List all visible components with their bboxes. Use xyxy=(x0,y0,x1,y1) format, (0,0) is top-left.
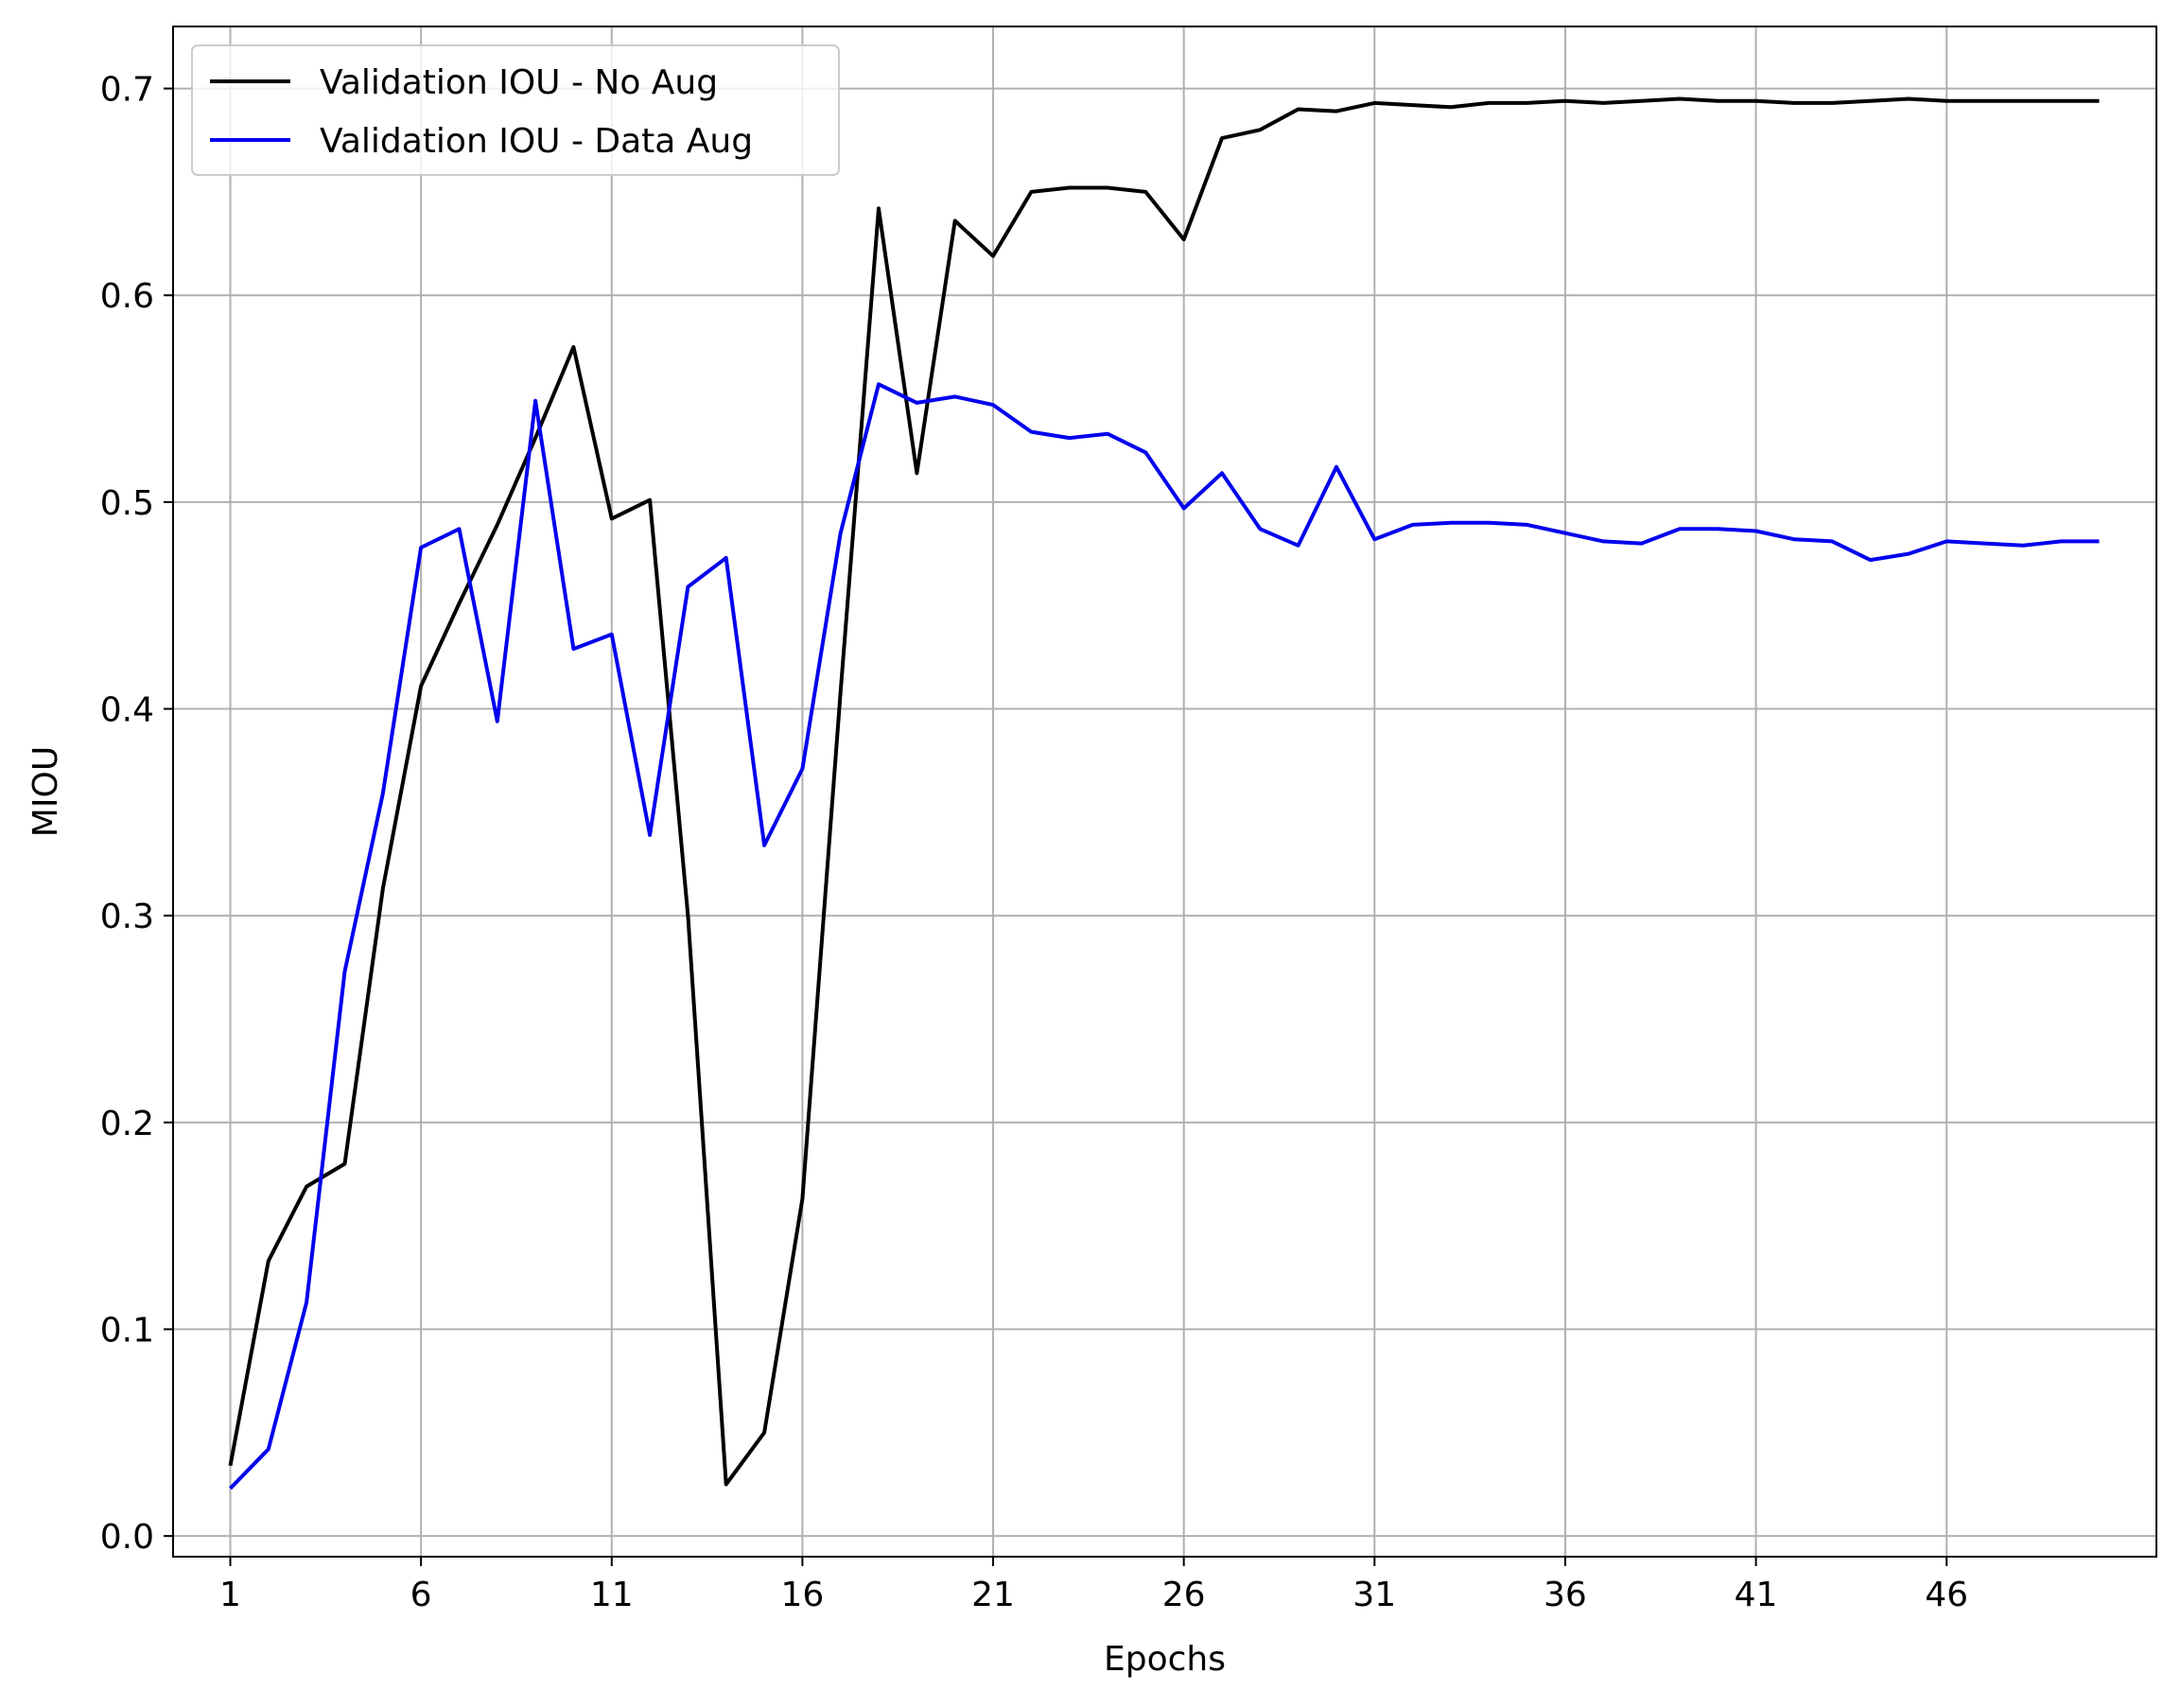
legend-box xyxy=(191,44,840,176)
x-tick-label: 16 xyxy=(780,1576,824,1614)
grid-lines xyxy=(173,26,2156,1557)
y-tick-label: 0.5 xyxy=(100,484,154,523)
x-tick-label: 26 xyxy=(1162,1576,1206,1614)
axis-ticks: 1 6 11 16 21 26 31 36 41 460.00.10.20.30.40.50.60… xyxy=(100,71,1968,1614)
y-tick-label: 0.2 xyxy=(100,1105,154,1143)
series-line-no-aug xyxy=(228,96,2100,1487)
y-tick-label: 0.1 xyxy=(100,1311,154,1350)
series-lines xyxy=(228,96,2100,1490)
y-tick-label: 0.4 xyxy=(100,691,154,730)
y-tick-label: 0.6 xyxy=(100,277,154,316)
y-axis-label: MIOU xyxy=(26,746,65,837)
y-tick-label: 0.0 xyxy=(100,1518,154,1557)
x-axis-label: Epochs xyxy=(1104,1640,1226,1679)
x-tick-label: 31 xyxy=(1352,1576,1396,1614)
y-tick-label: 0.3 xyxy=(100,898,154,936)
plot-area-frame xyxy=(172,26,2157,1558)
x-tick-label: 6 xyxy=(410,1576,432,1614)
x-tick-label: 1 xyxy=(219,1576,241,1614)
x-tick-label: 41 xyxy=(1735,1576,1778,1614)
x-tick-label: 36 xyxy=(1544,1576,1587,1614)
y-tick-label: 0.7 xyxy=(100,71,154,110)
series-line-data-aug xyxy=(229,382,2100,1490)
legend-label-data-aug: Validation IOU - Data Aug xyxy=(320,122,753,161)
x-tick-label: 21 xyxy=(971,1576,1015,1614)
legend-label-no-aug: Validation IOU - No Aug xyxy=(320,63,718,102)
x-tick-label: 11 xyxy=(590,1576,634,1614)
x-tick-label: 46 xyxy=(1925,1576,1968,1614)
legend: Validation IOU - No Aug Validation IOU -… xyxy=(191,44,840,176)
